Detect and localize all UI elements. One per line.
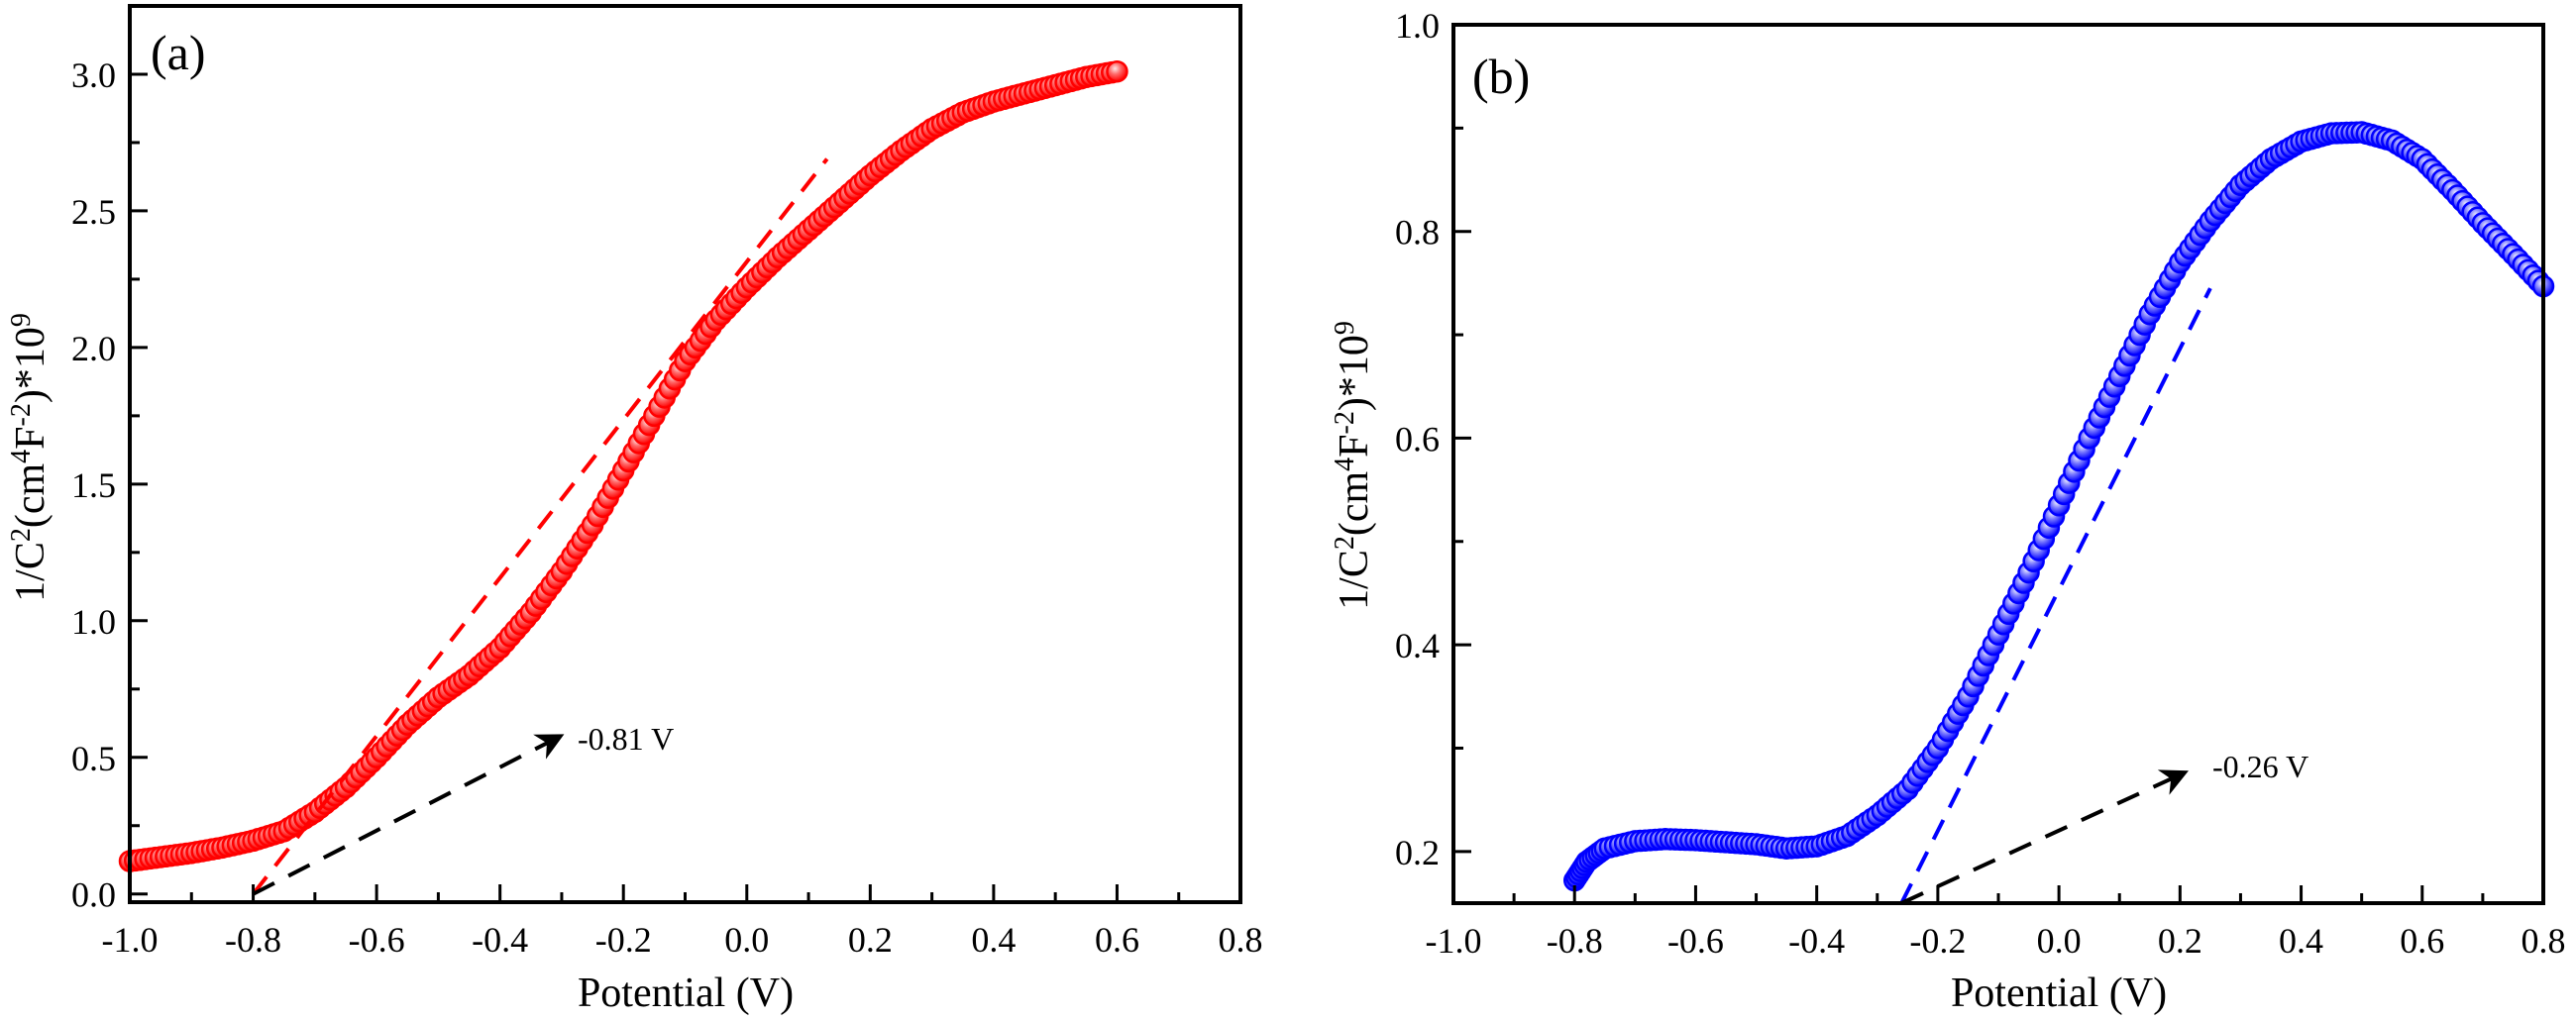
data-point (1106, 59, 1128, 83)
x-tick-label: -0.6 (1667, 921, 1724, 961)
panel-b-x-axis-title: Potential (V) (1951, 970, 2167, 1016)
panel-b-frame (1451, 23, 2545, 905)
y-tick-label: 0.5 (71, 739, 116, 778)
x-tick-label: 0.4 (2279, 921, 2323, 961)
y-tick-label: 3.0 (71, 55, 116, 95)
ylabel-sup: 9 (1330, 321, 1360, 335)
ylabel-sup: 2 (6, 528, 37, 542)
y-tick-label: 0.8 (1395, 213, 1440, 253)
x-tick-label: -1.0 (102, 920, 159, 960)
panel-b-x-ticks: -1.0 -0.8 -0.6 -0.4 -0.2 0.0 0.2 0.4 0.6 0.8 (1426, 885, 2566, 961)
x-tick-label: 0.0 (2037, 921, 2082, 961)
ylabel-part: 1/C (1332, 550, 1377, 610)
y-tick-label: 2.0 (71, 329, 116, 368)
panel-b-annotation: -0.26 V (2212, 749, 2308, 784)
ylabel-part: F (8, 426, 54, 449)
panel-a-frame (128, 4, 1242, 904)
x-tick-label: -0.2 (595, 920, 652, 960)
annotation-arrow (252, 733, 565, 896)
x-tick-label: 0.2 (848, 920, 893, 960)
x-tick-label: -0.2 (1909, 921, 1966, 961)
panel-b-marks (1562, 121, 2555, 905)
x-tick-label: -0.4 (472, 920, 528, 960)
panel-a-marks (118, 59, 1128, 896)
x-tick-label: 0.0 (724, 920, 769, 960)
ylabel-part: )*10 (8, 327, 54, 403)
panel-b-y-ticks: 0.2 0.4 0.6 0.8 1.0 (1395, 6, 1471, 872)
y-tick-label: 0.6 (1395, 419, 1440, 459)
y-tick-label: 1.5 (71, 465, 116, 505)
y-tick-label: 0.2 (1395, 833, 1440, 872)
ylabel-part: 1/C (8, 542, 54, 602)
ylabel-part: (cm (1332, 471, 1377, 537)
ylabel-sup: 9 (6, 313, 37, 327)
x-tick-label: 0.8 (2522, 921, 2566, 961)
x-tick-label: 0.2 (2158, 921, 2202, 961)
y-tick-label: 1.0 (1395, 6, 1440, 46)
panel-a-x-ticks: -1.0 -0.8 -0.6 -0.4 -0.2 0.0 0.2 0.4 0.6 0.8 (102, 884, 1263, 960)
panel-b-y-axis-title: 1/C2(cm4F-2)*109 (1330, 321, 1377, 610)
annotation-arrow (1900, 769, 2189, 905)
fit-line (251, 157, 829, 895)
ylabel-sup: 4 (6, 450, 37, 463)
panel-a-label: (a) (151, 25, 206, 80)
panel-a-y-axis-title: 1/C2(cm4F-2)*109 (6, 313, 54, 602)
panel-a-y-ticks: 0.0 0.5 1.0 1.5 2.0 2.5 3.0 (71, 55, 148, 915)
y-tick-label: 1.0 (71, 602, 116, 642)
ylabel-part: (cm (8, 463, 54, 529)
y-tick-label: 0.0 (71, 875, 116, 915)
panel-a-x-axis-title: Potential (V) (578, 970, 794, 1016)
x-tick-label: 0.8 (1219, 920, 1263, 960)
x-tick-label: -0.8 (1547, 921, 1603, 961)
y-tick-label: 0.4 (1395, 626, 1440, 665)
x-tick-label: -0.6 (349, 920, 405, 960)
x-tick-label: 0.6 (2400, 921, 2444, 961)
ylabel-sup: -2 (6, 403, 37, 426)
ylabel-part: )*10 (1332, 335, 1377, 411)
ylabel-sup: 4 (1330, 458, 1360, 471)
x-tick-label: 0.4 (971, 920, 1016, 960)
panel-b: -1.0 -0.8 -0.6 -0.4 -0.2 0.0 0.2 0.4 0.6 0.8 0.20… (1330, 6, 2566, 1016)
x-tick-label: -0.4 (1788, 921, 1845, 961)
fit-line (1899, 287, 2212, 904)
panel-b-label: (b) (1472, 49, 1530, 104)
ylabel-sup: 2 (1330, 536, 1360, 550)
y-tick-label: 2.5 (71, 192, 116, 232)
panel-a-annotation: -0.81 V (578, 721, 674, 757)
ylabel-part: F (1332, 434, 1377, 457)
panel-a: -1.0 -0.8 -0.6 -0.4 -0.2 0.0 0.2 0.4 0.6 0.8 0.00… (6, 4, 1263, 1016)
x-tick-label: -0.8 (225, 920, 281, 960)
x-tick-label: 0.6 (1095, 920, 1139, 960)
x-tick-label: -1.0 (1426, 921, 1482, 961)
ylabel-sup: -2 (1330, 411, 1360, 434)
